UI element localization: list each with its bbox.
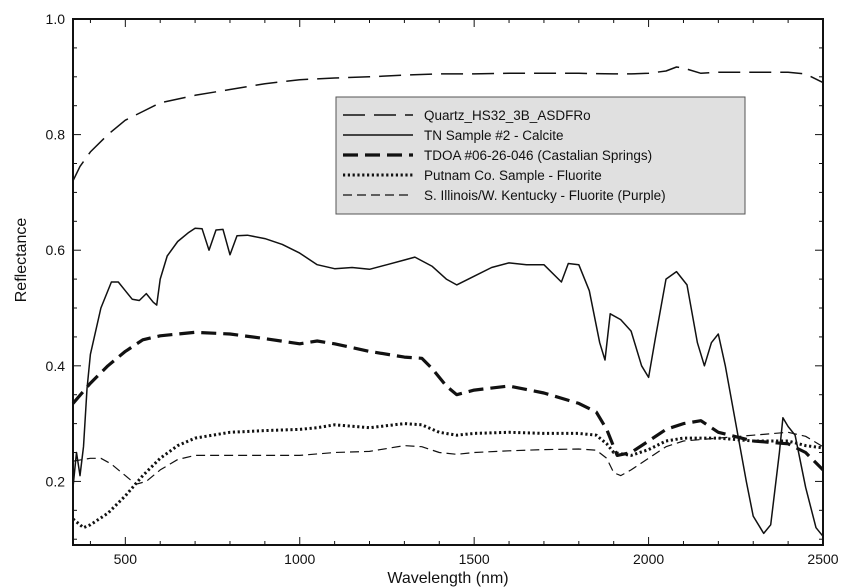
y-tick-label: 1.0 [46,11,66,27]
y-tick-label: 0.6 [46,242,66,258]
x-axis-label: Wavelength (nm) [387,570,508,587]
legend-label-5: S. Illinois/W. Kentucky - Fluorite (Purp… [424,188,666,203]
axis-layer: 500 1000 1500 2000 2500 0.2 0.4 0.6 0.8 1.0 [46,11,839,567]
series-line-3 [71,330,825,472]
series-layer [71,66,825,537]
y-tick-label: 0.2 [46,473,66,489]
series-line-1 [72,66,824,182]
y-tick-label: 0.8 [46,127,66,143]
series-line-2 [72,227,824,537]
series-line-4 [72,422,824,530]
x-tick-label: 2500 [807,551,838,567]
legend-label-1: Quartz_HS32_3B_ASDFRo [424,108,591,123]
x-tick-label: 500 [114,551,138,567]
legend-label-3: TDOA #06-26-046 (Castalian Springs) [424,148,652,163]
x-tick-label: 1500 [459,551,490,567]
y-axis-label: Reflectance [13,218,30,303]
x-tick-label: 1000 [284,551,315,567]
series-line-5 [72,431,824,485]
x-tick-label: 2000 [633,551,664,567]
legend-label-4: Putnam Co. Sample - Fluorite [424,168,602,183]
legend: Quartz_HS32_3B_ASDFRo TN Sample #2 - Calc… [335,96,746,215]
legend-label-2: TN Sample #2 - Calcite [424,128,564,143]
y-tick-label: 0.4 [46,358,66,374]
